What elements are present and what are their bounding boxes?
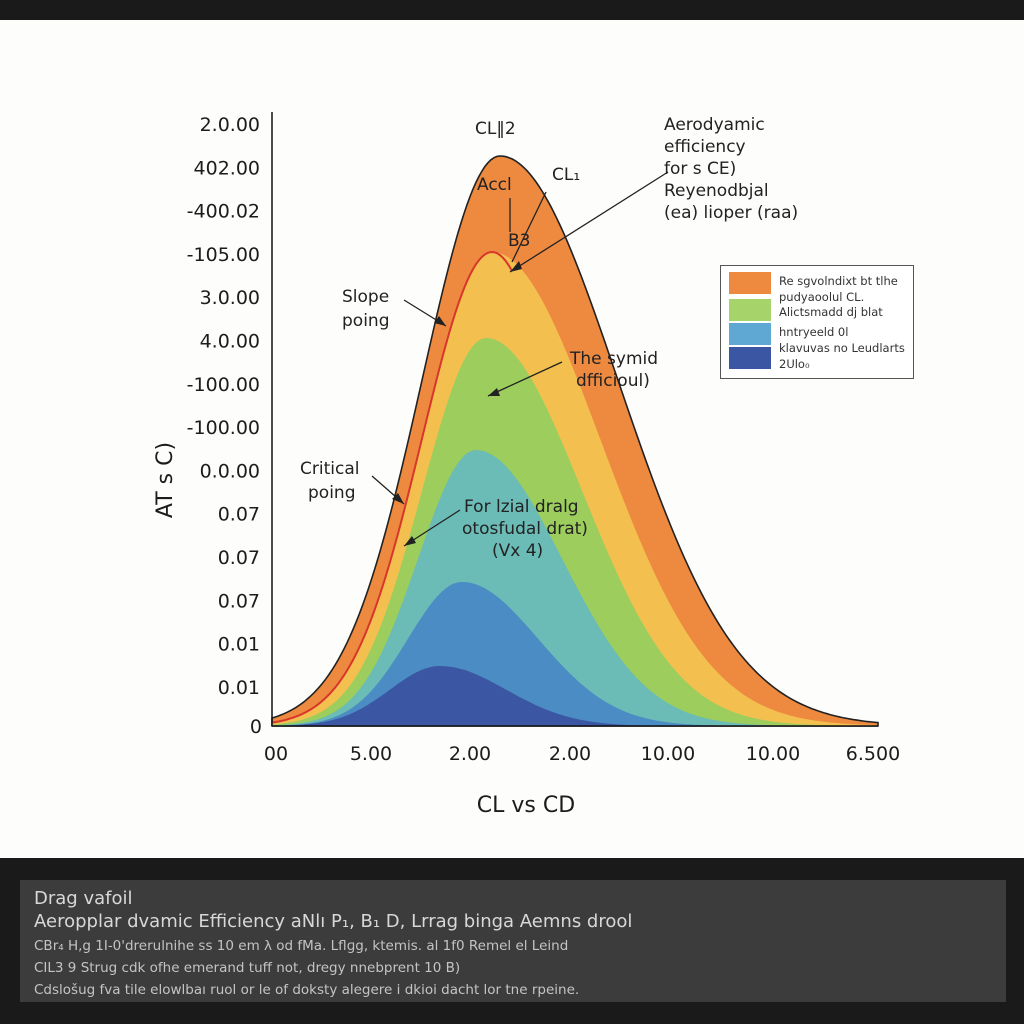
y-tick-6: -100.00 — [187, 374, 260, 396]
annot-aero-4: Reyenodbjal — [664, 181, 769, 201]
x-tick-1: 5.00 — [350, 743, 392, 765]
annot-cl2: CL‖2 — [475, 119, 516, 139]
legend-label-6: 2Ulo₀ — [779, 357, 810, 371]
annot-cl1: CL₁ — [552, 165, 580, 185]
annot-accl: Accl — [477, 175, 512, 195]
arrowhead-slope — [434, 316, 446, 326]
legend-item-1b: pudyaoolul CL. — [729, 286, 909, 308]
y-tick-1: 402.00 — [194, 157, 260, 179]
legend-swatch-2 — [729, 299, 771, 321]
legend-label-1: Re sgvolndixt bt tlhe — [779, 274, 898, 288]
y-tick-labels: 2.0.00 402.00 -400.02 -105.00 3.0.00 4.0.00 -1… — [187, 114, 262, 738]
y-tick-9: 0.07 — [218, 504, 260, 526]
arrow-symmid — [487, 361, 563, 397]
y-axis-label: AT s C) — [153, 442, 178, 518]
legend: Re sgvolndixt bt tlhe pudyaoolul CL. Ali… — [720, 265, 914, 379]
arrowhead-symmid — [488, 388, 500, 396]
x-tick-2: 2.00 — [449, 743, 491, 765]
annot-b3: B3 — [508, 231, 530, 251]
annot-critical-1: Critical — [300, 459, 359, 479]
caption-line-3: CBr₄ H,g 1I-0'drerulnihe ss 10 em λ od f… — [34, 938, 569, 954]
caption-line-5: Cdslošug fva tile elowlbaı ruol or le of… — [34, 982, 580, 998]
y-tick-3: -105.00 — [187, 244, 260, 266]
arrowhead-drag — [404, 536, 416, 546]
legend-swatch-3 — [729, 323, 771, 345]
y-tick-14: 0 — [250, 716, 262, 738]
annot-aero-3: for s CE) — [664, 159, 736, 179]
y-tick-2: -400.02 — [187, 201, 260, 223]
legend-swatch-4 — [729, 347, 771, 369]
arrow-cl1 — [511, 191, 547, 263]
area-layer-5 — [272, 666, 878, 726]
y-tick-5: 4.0.00 — [200, 331, 260, 353]
annot-drag-2: otosfudal drat) — [462, 519, 588, 539]
legend-label-3: Alictsmadd dj blat — [779, 305, 883, 319]
annot-drag-3: (Vx 4) — [492, 541, 543, 561]
x-tick-3: 2.00 — [549, 743, 591, 765]
y-tick-11: 0.07 — [218, 590, 260, 612]
y-tick-4: 3.0.00 — [200, 287, 260, 309]
y-tick-7: -100.00 — [187, 417, 260, 439]
x-tick-4: 10.00 — [641, 743, 695, 765]
annot-critical-2: poing — [308, 483, 355, 503]
x-tick-6: 6.500 — [846, 743, 900, 765]
annot-drag-1: For lzial dralg — [464, 497, 579, 517]
x-tick-0: 00 — [264, 743, 288, 765]
y-tick-0: 2.0.00 — [200, 114, 260, 136]
annot-aero-5: (ea) lioper (raa) — [664, 203, 798, 223]
top-bar — [0, 0, 1024, 20]
caption-box: Drag vafoil Aeropplar dvamic Efficiency … — [20, 880, 1006, 1002]
y-tick-10: 0.07 — [218, 547, 260, 569]
caption-subtitle: Aeropplar dvamic Efficiency aNlı P₁, B₁ … — [34, 911, 633, 932]
area-layers — [271, 155, 879, 727]
efficiency-curve — [271, 250, 513, 724]
annot-symmid-1: The symid — [569, 349, 658, 369]
legend-item-3: hntryeeld 0l — [729, 323, 909, 345]
annot-slope-1: Slope — [342, 287, 389, 307]
legend-item-2: Alictsmadd dj blat — [729, 299, 909, 321]
x-tick-5: 10.00 — [746, 743, 800, 765]
arrow-heads — [392, 261, 522, 546]
y-tick-13: 0.01 — [218, 677, 260, 699]
annot-slope-2: poing — [342, 311, 389, 331]
x-tick-labels: 00 5.00 2.00 2.00 10.00 10.00 6.500 — [264, 743, 900, 765]
annot-aero-1: Aerodyamic — [664, 115, 765, 135]
arrowhead-critical — [392, 493, 404, 504]
x-axis-label: CL vs CD — [477, 793, 575, 818]
legend-item-4: klavuvas no Leudlarts 2Ulo₀ — [729, 341, 909, 371]
legend-label-4: hntryeeld 0l — [779, 325, 849, 339]
annot-aero-2: efficiency — [664, 137, 746, 157]
legend-label-2: pudyaoolul CL. — [779, 290, 865, 304]
caption-title: Drag vafoil — [34, 888, 133, 909]
caption-line-4: CIL3 9 Strug cdk ofhe emerand tuff not, … — [34, 960, 461, 976]
arrowhead-aero — [510, 261, 522, 272]
legend-swatch-1 — [729, 272, 771, 294]
y-tick-12: 0.01 — [218, 634, 260, 656]
annot-symmid-2: dfficioul) — [576, 371, 650, 391]
arrow-aero — [509, 171, 669, 273]
legend-item-1: Re sgvolndixt bt tlhe — [729, 272, 909, 294]
y-tick-8: 0.0.00 — [200, 460, 260, 482]
legend-label-5: klavuvas no Leudlarts — [779, 341, 905, 355]
chart-svg: 2.0.00 402.00 -400.02 -105.00 3.0.00 4.0.00 -1… — [153, 112, 900, 818]
